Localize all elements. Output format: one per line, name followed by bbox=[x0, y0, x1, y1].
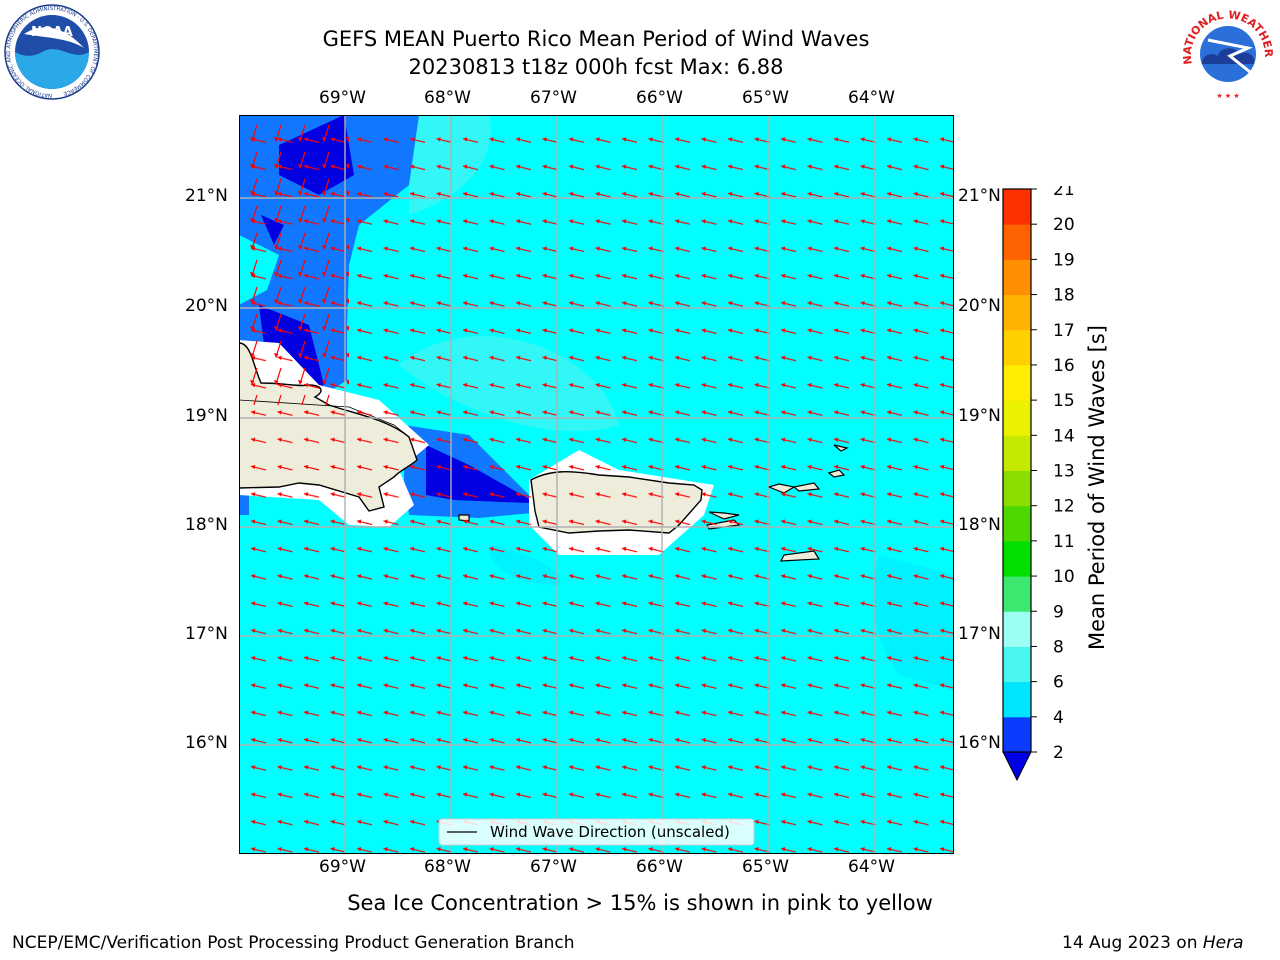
colorbar-segment bbox=[1003, 470, 1031, 507]
colorbar-tick-label: 11 bbox=[1053, 532, 1075, 552]
colorbar-tick-label: 19 bbox=[1053, 250, 1075, 270]
colorbar-tick-label: 20 bbox=[1053, 215, 1075, 235]
lat-label-right: 17°N bbox=[958, 624, 1001, 644]
colorbar-segment bbox=[1003, 540, 1031, 577]
lat-label-right: 20°N bbox=[958, 296, 1001, 316]
map-panel: Wind Wave Direction (unscaled) bbox=[239, 115, 954, 854]
colorbar-segment bbox=[1003, 400, 1031, 436]
graticule bbox=[239, 115, 954, 854]
colorbar-tick-label: 4 bbox=[1053, 708, 1064, 728]
colorbar-tick-label: 12 bbox=[1053, 497, 1075, 517]
lat-label-right: 19°N bbox=[958, 406, 1001, 426]
colorbar-label: Mean Period of Wind Waves [s] bbox=[1085, 325, 1109, 650]
footer-machine: Hera bbox=[1202, 933, 1244, 953]
colorbar-tick-label: 17 bbox=[1053, 321, 1075, 341]
lon-label-bottom: 69°W bbox=[319, 857, 366, 877]
colorbar-segment bbox=[1003, 505, 1031, 542]
footer-date: 14 Aug 2023 on bbox=[1062, 933, 1203, 953]
lon-label-top: 65°W bbox=[742, 88, 789, 108]
lon-label-top: 68°W bbox=[424, 88, 471, 108]
noaa-logo-text: NOAA bbox=[31, 25, 73, 40]
lon-label-top: 69°W bbox=[319, 88, 366, 108]
map-subtitle: 20230813 t18z 000h fcst Max: 6.88 bbox=[408, 55, 784, 79]
colorbar-tick-label: 21 bbox=[1053, 186, 1075, 200]
lon-label-bottom: 65°W bbox=[742, 857, 789, 877]
colorbar-segment bbox=[1003, 294, 1031, 331]
lon-label-top: 64°W bbox=[848, 88, 895, 108]
legend-label: Wind Wave Direction (unscaled) bbox=[490, 823, 730, 841]
lat-label-left: 19°N bbox=[185, 406, 228, 426]
lat-label-left: 18°N bbox=[185, 515, 228, 535]
colorbar-segment bbox=[1003, 646, 1031, 683]
colorbar-extend-arrow bbox=[1002, 751, 1032, 782]
lon-label-top: 66°W bbox=[636, 88, 683, 108]
wind-wave-arrows bbox=[239, 115, 954, 854]
lat-label-right: 21°N bbox=[958, 186, 1001, 206]
colorbar-segment bbox=[1003, 259, 1031, 296]
lat-label-right: 18°N bbox=[958, 515, 1001, 535]
colorbar-segment bbox=[1003, 329, 1031, 366]
lon-label-top: 67°W bbox=[530, 88, 577, 108]
colorbar: 2 4 6 8 9 10 11 12 13 14 15 16 17 18 19 20 21 bbox=[1002, 186, 1075, 782]
map-title: GEFS MEAN Puerto Rico Mean Period of Win… bbox=[322, 27, 870, 51]
colorbar-tick-label: 10 bbox=[1053, 567, 1075, 587]
colorbar-tick-label: 18 bbox=[1053, 286, 1075, 306]
lat-label-left: 17°N bbox=[185, 624, 228, 644]
lon-label-bottom: 68°W bbox=[424, 857, 471, 877]
sea-ice-note: Sea Ice Concentration > 15% is shown in … bbox=[347, 891, 933, 915]
colorbar-segment bbox=[1003, 364, 1031, 401]
colorbar-tick-label: 16 bbox=[1053, 356, 1075, 376]
colorbar-tick-label: 14 bbox=[1053, 426, 1075, 446]
colorbar-tick-label: 2 bbox=[1053, 743, 1064, 763]
colorbar-tick-label: 13 bbox=[1053, 462, 1075, 482]
colorbar-segment bbox=[1003, 681, 1031, 718]
lat-label-right: 16°N bbox=[958, 733, 1001, 753]
colorbar-segment bbox=[1003, 576, 1031, 612]
colorbar-tick-label: 15 bbox=[1053, 391, 1075, 411]
lat-label-left: 20°N bbox=[185, 296, 228, 316]
lat-label-left: 21°N bbox=[185, 186, 228, 206]
footer-right: 14 Aug 2023 on Hera bbox=[1062, 933, 1244, 953]
colorbar-segment bbox=[1003, 435, 1031, 471]
svg-text:★ ★ ★: ★ ★ ★ bbox=[1216, 92, 1239, 100]
lon-label-bottom: 64°W bbox=[848, 857, 895, 877]
colorbar-segment bbox=[1003, 224, 1031, 260]
lon-label-bottom: 67°W bbox=[530, 857, 577, 877]
lon-label-bottom: 66°W bbox=[636, 857, 683, 877]
noaa-logo: NOAA NATIONAL OCEANIC AND ATMOSPHERIC AD… bbox=[4, 4, 100, 100]
footer-left: NCEP/EMC/Verification Post Processing Pr… bbox=[12, 933, 575, 953]
lat-label-left: 16°N bbox=[185, 733, 228, 753]
colorbar-tick-label: 8 bbox=[1053, 637, 1064, 657]
colorbar-segment bbox=[1003, 189, 1031, 225]
nws-logo: NATIONAL WEATHER SERVICE ★ ★ ★ bbox=[1178, 4, 1275, 100]
colorbar-segment bbox=[1003, 716, 1031, 753]
map-legend: Wind Wave Direction (unscaled) bbox=[438, 818, 755, 846]
colorbar-segment bbox=[1003, 611, 1031, 647]
colorbar-tick-label: 6 bbox=[1053, 673, 1064, 693]
colorbar-tick-label: 9 bbox=[1053, 602, 1064, 622]
